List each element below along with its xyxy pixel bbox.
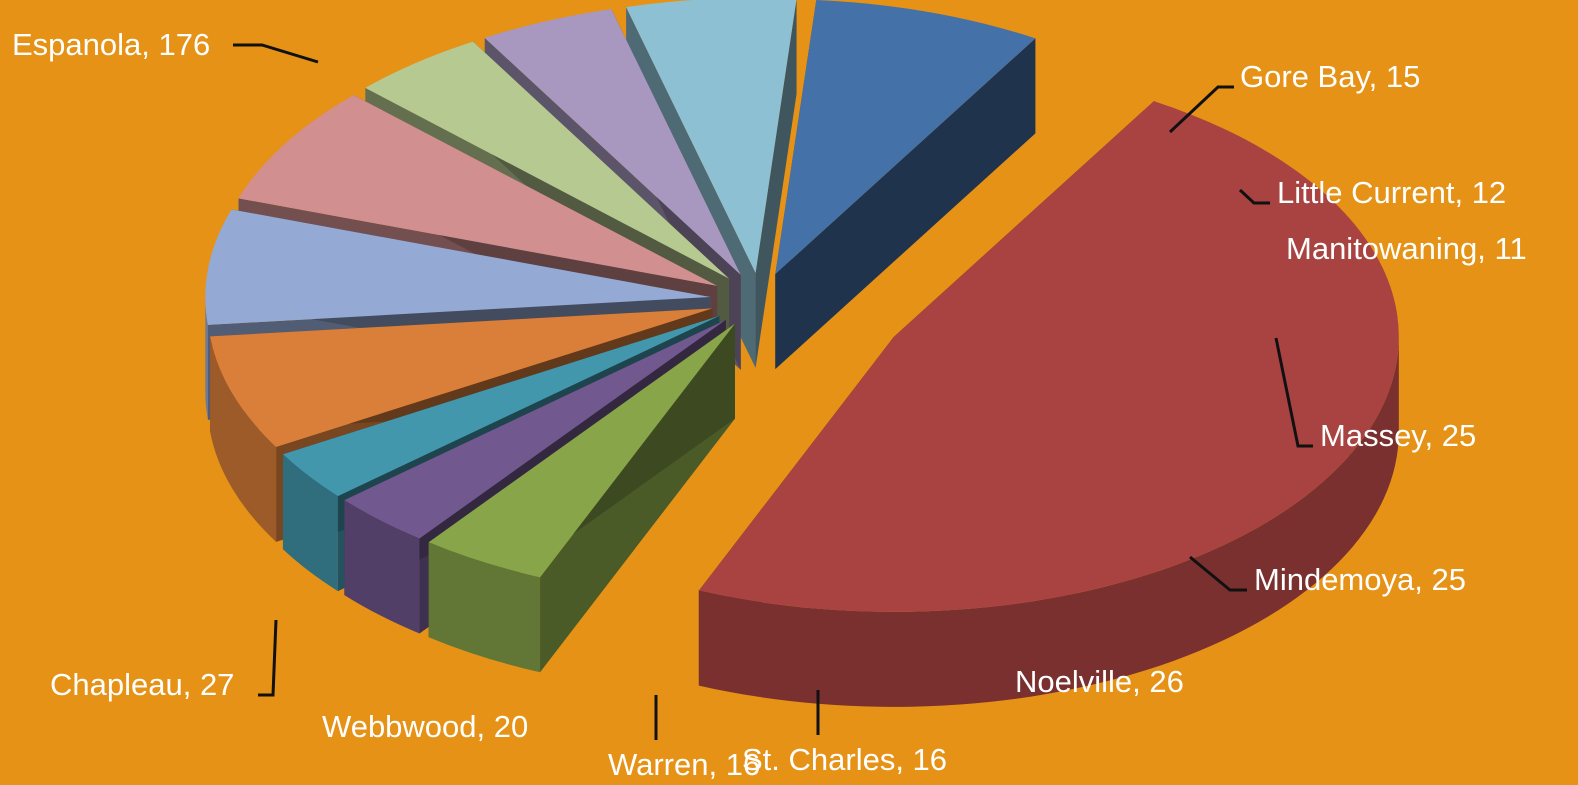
data-label-massey: Massey, 25 — [1320, 418, 1476, 453]
pie-slice-outer-wall — [282, 454, 338, 592]
data-label-espanola: Espanola, 176 — [12, 27, 210, 62]
data-labels: Espanola, 176 Gore Bay, 15 Little Current,… — [12, 27, 1527, 782]
data-label-chapleau: Chapleau, 27 — [50, 667, 234, 702]
pie-slice-side-wall — [344, 319, 726, 596]
pie-slice-top — [238, 95, 718, 286]
pie-slice-outer-wall — [698, 336, 1399, 707]
data-label-warren: Warren, 16 — [608, 747, 760, 782]
leader-line-little-current — [1238, 188, 1270, 205]
pie-slice-top — [626, 0, 797, 273]
data-label-st-charles: St. Charles, 16 — [742, 742, 947, 777]
pie-slice-outer-wall — [205, 296, 208, 420]
data-label-webbwood: Webbwood, 20 — [322, 709, 528, 744]
pie-slice-espanola — [698, 101, 1399, 707]
pie-slice-top — [775, 0, 1036, 275]
leader-line-chapleau — [258, 619, 278, 697]
leader-line-mindemoya — [1189, 555, 1247, 592]
pie-slice-outer-wall — [344, 500, 420, 634]
pie-slice-top — [365, 41, 730, 279]
pie-slice-outer-wall — [428, 542, 541, 673]
data-label-gore-bay: Gore Bay, 15 — [1240, 59, 1420, 94]
leader-line-gore-bay — [1168, 85, 1234, 134]
pie-slice-top — [210, 308, 713, 447]
data-label-little-current: Little Current, 12 — [1277, 175, 1506, 210]
pie-slice-top — [484, 9, 741, 275]
pie-slice-top — [698, 101, 1399, 612]
data-label-mindemoya: Mindemoya, 25 — [1254, 562, 1466, 597]
leader-line-massey — [1274, 337, 1313, 448]
pie-slice-outer-wall — [210, 336, 277, 542]
pie-slice-gore-bay — [428, 323, 735, 673]
data-label-manitowaning: Manitowaning, 11 — [1286, 231, 1527, 266]
data-label-noelville: Noelville, 26 — [1015, 664, 1184, 699]
pie-slice-top — [205, 209, 711, 325]
pie-slice-top — [282, 315, 720, 497]
pie-slice-chapleau — [775, 0, 1036, 370]
pie-slice-top — [344, 319, 726, 539]
pie-slice-side-wall — [775, 38, 1036, 370]
pie-slice-top — [428, 323, 735, 578]
leader-line-espanola — [233, 43, 319, 64]
pie-slices — [205, 0, 1399, 707]
pie-slice-side-wall — [755, 0, 797, 368]
